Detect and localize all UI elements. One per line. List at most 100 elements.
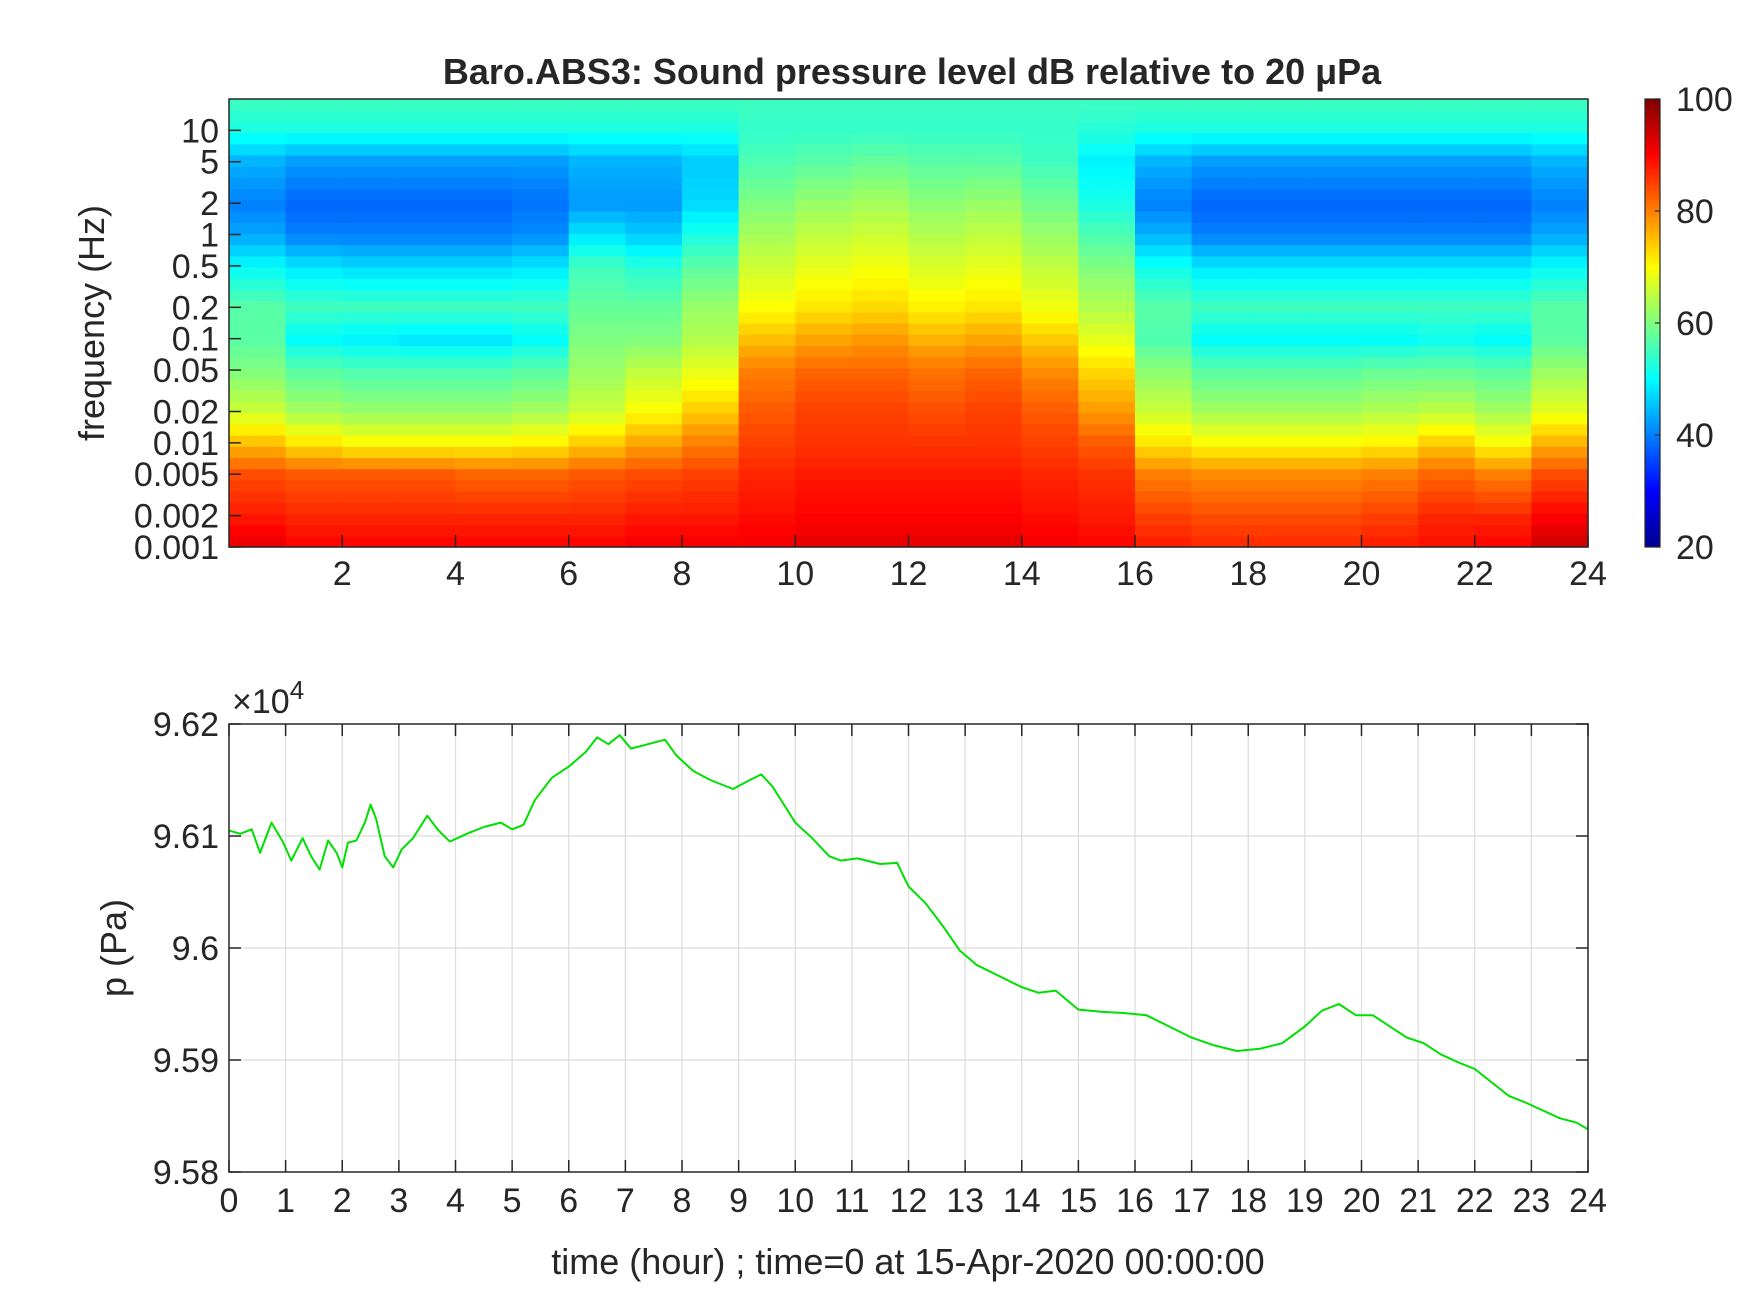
heatmap-cell [1021, 110, 1079, 122]
heatmap-cell [1135, 244, 1193, 257]
heatmap-cell [1304, 233, 1363, 246]
heatmap-cell [229, 524, 287, 537]
heatmap-cell [1304, 390, 1363, 402]
x-tick-label: 2 [333, 1182, 352, 1220]
heatmap-cell [398, 323, 457, 335]
heatmap-cell [1191, 267, 1249, 279]
heatmap-cell [1531, 244, 1589, 257]
heatmap-cell [795, 524, 853, 537]
heatmap-cell [1078, 188, 1136, 201]
heatmap-cell [1191, 255, 1249, 268]
heatmap-cell [625, 188, 683, 201]
heatmap-cell [851, 289, 910, 302]
heatmap-cell [1531, 233, 1589, 246]
heatmap-cell [455, 356, 513, 369]
heatmap-cell [851, 188, 910, 201]
heatmap-cell [398, 513, 457, 526]
heatmap-cell [568, 166, 626, 178]
heatmap-cell [738, 166, 796, 178]
heatmap-cell [1021, 412, 1079, 425]
heatmap-cell [1135, 311, 1193, 324]
heatmap-cell [1531, 143, 1589, 156]
heatmap-cell [1474, 155, 1532, 167]
heatmap-cell [738, 278, 796, 290]
heatmap-cell [908, 132, 966, 145]
heatmap-cell [625, 155, 683, 167]
heatmap-cell [342, 155, 400, 167]
heatmap-cell [1135, 435, 1193, 447]
heatmap-cell [1135, 166, 1193, 178]
heatmap-cell [1418, 457, 1476, 470]
heatmap-cell [965, 323, 1023, 335]
heatmap-cell [1191, 401, 1249, 414]
heatmap-cell [1474, 300, 1532, 313]
heatmap-cell [398, 468, 457, 481]
heatmap-cell [682, 446, 740, 458]
y-tick-label: 0.02 [153, 393, 219, 431]
heatmap-cell [568, 177, 626, 190]
heatmap-cell [512, 356, 570, 369]
heatmap-cell [682, 289, 740, 302]
heatmap-cell [1135, 457, 1193, 470]
heatmap-cell [965, 535, 1023, 548]
heatmap-cell [342, 267, 400, 279]
heatmap-cell [682, 166, 740, 178]
heatmap-cell [1361, 390, 1419, 402]
heatmap-cell [1248, 535, 1306, 548]
heatmap-cell [455, 110, 513, 122]
heatmap-cell [1191, 345, 1249, 358]
heatmap-cell [908, 311, 966, 324]
heatmap-cell [795, 177, 853, 190]
heatmap-cell [625, 345, 683, 358]
heatmap-cell [965, 345, 1023, 358]
heatmap-cell [1191, 289, 1249, 302]
heatmap-cell [1474, 121, 1532, 134]
heatmap-cell [1474, 334, 1532, 346]
heatmap-cell [1021, 244, 1079, 257]
x-tick-label: 6 [559, 555, 578, 593]
heatmap-cell [1191, 435, 1249, 447]
pressure-series-line [228, 734, 1589, 1131]
heatmap-cell [285, 446, 343, 458]
heatmap-cell [1304, 412, 1363, 425]
x-tick-label: 9 [729, 1182, 748, 1220]
heatmap-cell [1248, 479, 1306, 492]
x-tick-label: 20 [1343, 555, 1381, 593]
heatmap-cell [455, 524, 513, 537]
heatmap-cell [1304, 143, 1363, 156]
heatmap-cell [625, 502, 683, 514]
heatmap-cell [1418, 244, 1476, 257]
y-tick-label: 0.01 [153, 425, 219, 463]
heatmap-cell [908, 244, 966, 257]
heatmap-cell [1191, 468, 1249, 481]
heatmap-cell [1248, 367, 1306, 380]
heatmap-cell [965, 423, 1023, 436]
heatmap-cell [1248, 300, 1306, 313]
heatmap-cell [1021, 132, 1079, 145]
heatmap-cell [568, 390, 626, 402]
heatmap-cell [512, 166, 570, 178]
heatmap-cell [851, 435, 910, 447]
heatmap-cell [795, 289, 853, 302]
heatmap-cell [1418, 311, 1476, 324]
heatmap-cell [342, 524, 400, 537]
heatmap-cell [908, 334, 966, 346]
heatmap-cell [908, 121, 966, 134]
heatmap-cell [1135, 300, 1193, 313]
pressure-y-ticks: 9.58 9.59 9.6 9.61 9.62 [153, 706, 1588, 1192]
heatmap-cell [908, 435, 966, 447]
heatmap-cell [682, 457, 740, 470]
heatmap-cell [1474, 255, 1532, 268]
heatmap-cell [455, 423, 513, 436]
heatmap-cell [965, 166, 1023, 178]
heatmap-cell [851, 401, 910, 414]
x-tick-label: 1 [276, 1182, 295, 1220]
heatmap-cell [1021, 390, 1079, 402]
heatmap-cell [1361, 222, 1419, 234]
heatmap-cell [682, 334, 740, 346]
heatmap-cell [1531, 446, 1589, 458]
heatmap-cell [1361, 345, 1419, 358]
heatmap-cell [625, 323, 683, 335]
heatmap-cell [1078, 435, 1136, 447]
heatmap-cell [229, 479, 287, 492]
